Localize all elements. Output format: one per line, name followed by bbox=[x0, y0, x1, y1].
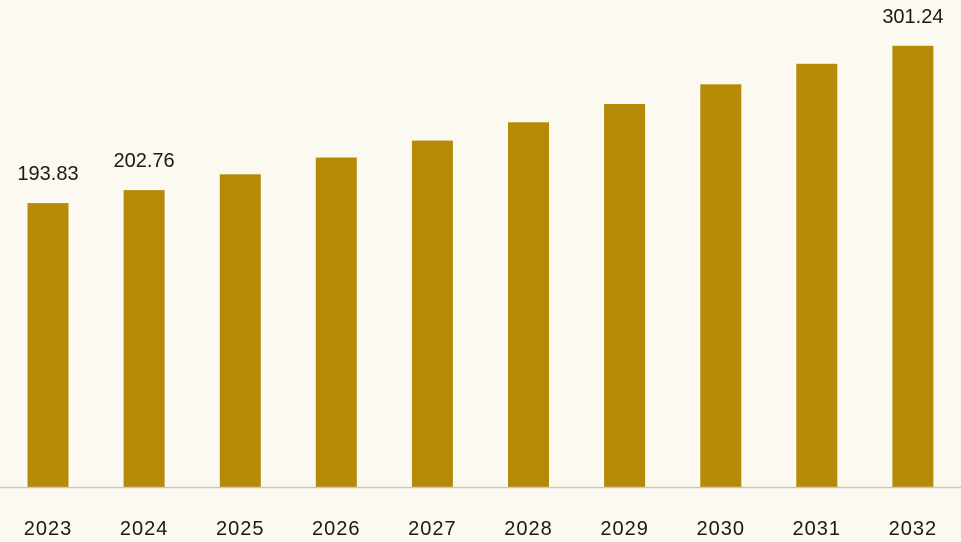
bar-2025 bbox=[219, 174, 261, 488]
x-tick-label-2024: 2024 bbox=[120, 518, 169, 540]
x-tick-label-2030: 2030 bbox=[697, 518, 746, 540]
bar-2028 bbox=[508, 122, 549, 488]
bar-2032 bbox=[892, 45, 934, 488]
x-tick-label-2031: 2031 bbox=[793, 518, 842, 540]
x-tick-labels-group: 2023 2024 2025 2026 2027 2028 2029 2030 2031 2032 bbox=[24, 518, 938, 540]
x-tick-label-2029: 2029 bbox=[600, 518, 649, 540]
data-label-2032: 301.24 bbox=[882, 6, 943, 28]
data-label-2023: 193.83 bbox=[17, 163, 78, 185]
x-tick-label-2028: 2028 bbox=[504, 518, 553, 540]
bar-2026 bbox=[315, 157, 357, 487]
bar-2024 bbox=[123, 190, 165, 487]
x-tick-label-2025: 2025 bbox=[216, 518, 265, 540]
bar-2023 bbox=[27, 203, 69, 487]
data-label-2024: 202.76 bbox=[114, 150, 175, 172]
bars-group bbox=[27, 45, 934, 488]
x-tick-label-2027: 2027 bbox=[408, 518, 457, 540]
value-labels-group: 193.83 202.76 301.24 bbox=[17, 6, 943, 185]
x-tick-label-2032: 2032 bbox=[889, 518, 938, 540]
bar-2031 bbox=[796, 63, 838, 488]
x-tick-label-2026: 2026 bbox=[312, 518, 361, 540]
bar-2027 bbox=[411, 140, 453, 487]
bar-2030 bbox=[700, 84, 742, 488]
bar-2029 bbox=[604, 104, 646, 487]
x-tick-label-2023: 2023 bbox=[24, 518, 73, 540]
